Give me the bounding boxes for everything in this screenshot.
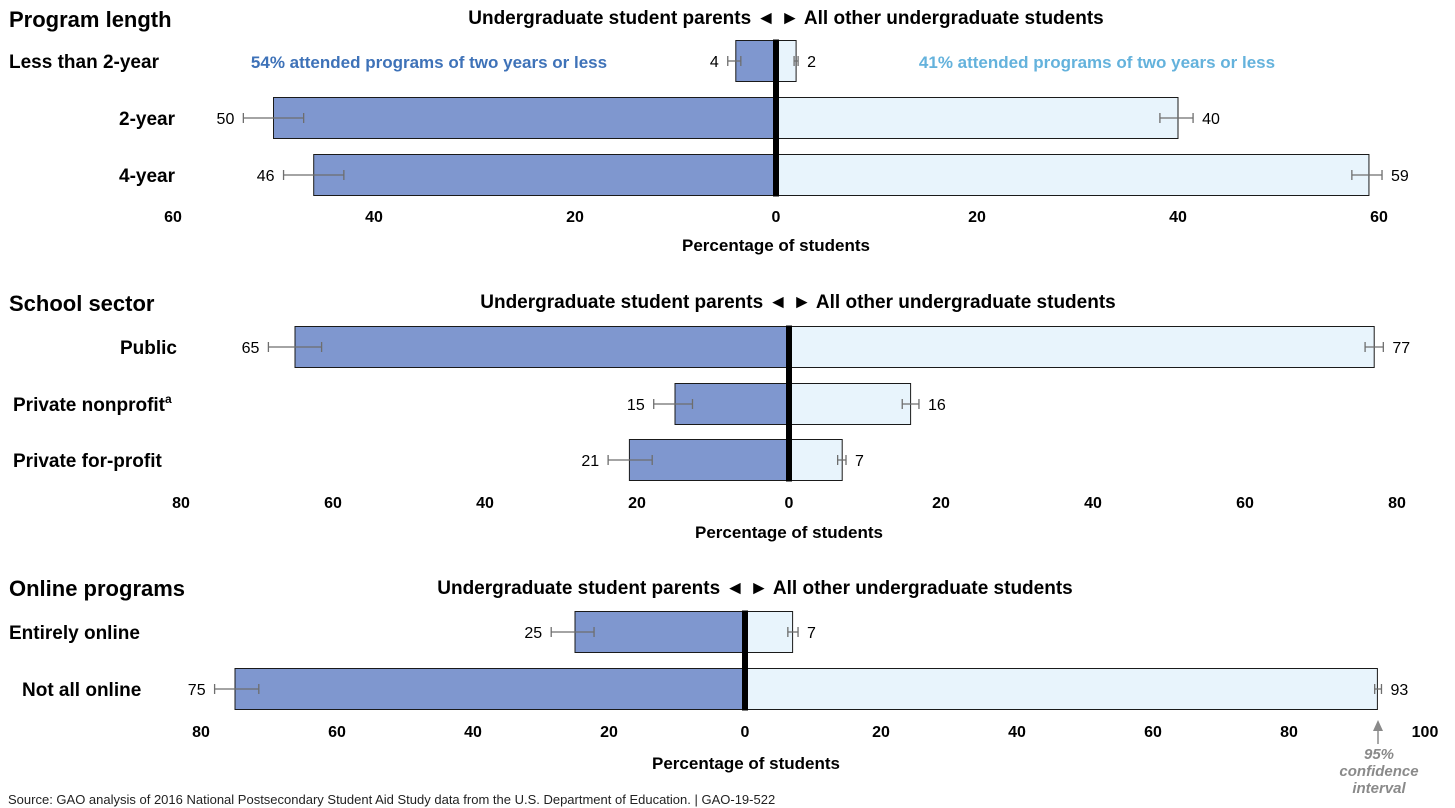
tick-label-1: 60 bbox=[1236, 495, 1254, 512]
tick-label-2: 60 bbox=[1144, 724, 1162, 741]
category-label-0-1: 2-year bbox=[119, 109, 176, 130]
tick-label-0: 40 bbox=[365, 209, 383, 226]
tick-label-0: 0 bbox=[772, 209, 781, 226]
chart-header-0: Undergraduate student parents ◄ ► All ot… bbox=[468, 8, 1103, 29]
chart-header-1: Undergraduate student parents ◄ ► All ot… bbox=[480, 292, 1115, 313]
value-label-others-0-1: 40 bbox=[1202, 111, 1220, 128]
value-label-others-1-1: 16 bbox=[928, 397, 946, 414]
value-label-others-1-0: 77 bbox=[1392, 340, 1410, 357]
tick-label-0: 20 bbox=[566, 209, 584, 226]
chart-header-2: Undergraduate student parents ◄ ► All ot… bbox=[437, 578, 1072, 599]
value-label-others-2-0: 7 bbox=[807, 625, 816, 642]
tick-label-1: 80 bbox=[1388, 495, 1406, 512]
category-label-2-0: Entirely online bbox=[9, 623, 140, 644]
section-title-1: School sector bbox=[9, 291, 155, 316]
value-label-parents-0-2: 46 bbox=[257, 168, 275, 185]
value-label-parents-2-1: 75 bbox=[188, 682, 206, 699]
bar-others-0-1 bbox=[775, 97, 1179, 139]
source-note: Source: GAO analysis of 2016 National Po… bbox=[8, 792, 776, 807]
bar-parents-0-0 bbox=[735, 40, 777, 82]
value-label-others-0-0: 2 bbox=[807, 54, 816, 71]
tick-label-2: 60 bbox=[328, 724, 346, 741]
tick-label-2: 20 bbox=[600, 724, 618, 741]
value-label-others-1-2: 7 bbox=[855, 453, 864, 470]
ci-pointer-arrowhead bbox=[1373, 720, 1383, 731]
bar-others-2-0 bbox=[744, 611, 794, 653]
bar-parents-1-1 bbox=[674, 383, 790, 425]
tick-label-2: 80 bbox=[192, 724, 210, 741]
tick-label-0: 60 bbox=[164, 209, 182, 226]
value-label-others-0-2: 59 bbox=[1391, 168, 1409, 185]
category-label-1-0: Public bbox=[120, 338, 177, 359]
bar-others-2-1 bbox=[744, 668, 1378, 710]
tick-label-2: 0 bbox=[741, 724, 750, 741]
tick-label-1: 20 bbox=[628, 495, 646, 512]
value-label-parents-1-1: 15 bbox=[627, 397, 645, 414]
category-label-1-1: Private nonprofita bbox=[13, 392, 172, 416]
tick-label-2: 40 bbox=[1008, 724, 1026, 741]
tick-label-1: 80 bbox=[172, 495, 190, 512]
category-label-1-2: Private for-profit bbox=[13, 451, 163, 472]
section-title-2: Online programs bbox=[9, 576, 185, 601]
category-label-0-0: Less than 2-year bbox=[9, 52, 160, 73]
tick-label-1: 40 bbox=[1084, 495, 1102, 512]
tick-label-1: 20 bbox=[932, 495, 950, 512]
value-label-parents-1-0: 65 bbox=[242, 340, 260, 357]
tick-label-0: 60 bbox=[1370, 209, 1388, 226]
bar-parents-0-2 bbox=[313, 154, 777, 196]
value-label-parents-0-0: 4 bbox=[710, 54, 719, 71]
footnote-marker: a bbox=[165, 392, 172, 406]
bar-others-1-1 bbox=[788, 383, 912, 425]
bar-parents-1-2 bbox=[628, 439, 790, 481]
bar-others-0-0 bbox=[775, 40, 797, 82]
section-title-0: Program length bbox=[9, 7, 172, 32]
bar-parents-1-0 bbox=[294, 326, 790, 368]
bar-parents-0-1 bbox=[273, 97, 777, 139]
value-label-parents-0-1: 50 bbox=[217, 111, 235, 128]
annotation-0-1: 41% attended programs of two years or le… bbox=[919, 53, 1275, 72]
bar-others-0-2 bbox=[775, 154, 1370, 196]
tick-label-2: 80 bbox=[1280, 724, 1298, 741]
tick-label-2: 20 bbox=[872, 724, 890, 741]
tick-label-0: 40 bbox=[1169, 209, 1187, 226]
tick-label-1: 0 bbox=[785, 495, 794, 512]
x-axis-label-0: Percentage of students bbox=[682, 236, 870, 255]
tick-label-0: 20 bbox=[968, 209, 986, 226]
value-label-others-2-1: 93 bbox=[1390, 682, 1408, 699]
x-axis-label-1: Percentage of students bbox=[695, 523, 883, 542]
value-label-parents-1-2: 21 bbox=[581, 453, 599, 470]
annotation-0-0: 54% attended programs of two years or le… bbox=[251, 53, 607, 72]
tick-label-1: 60 bbox=[324, 495, 342, 512]
category-label-0-2: 4-year bbox=[119, 166, 176, 187]
category-label-2-1: Not all online bbox=[22, 680, 141, 701]
tick-label-1: 40 bbox=[476, 495, 494, 512]
bar-others-1-2 bbox=[788, 439, 843, 481]
tick-label-2: 40 bbox=[464, 724, 482, 741]
bar-parents-2-1 bbox=[234, 668, 746, 710]
bar-parents-2-0 bbox=[574, 611, 746, 653]
bar-others-1-0 bbox=[788, 326, 1375, 368]
x-axis-label-2: Percentage of students bbox=[652, 754, 840, 773]
confidence-interval-note: 95% confidence interval bbox=[1339, 746, 1419, 797]
tick-label-2: 100 bbox=[1412, 724, 1439, 741]
value-label-parents-2-0: 25 bbox=[524, 625, 542, 642]
